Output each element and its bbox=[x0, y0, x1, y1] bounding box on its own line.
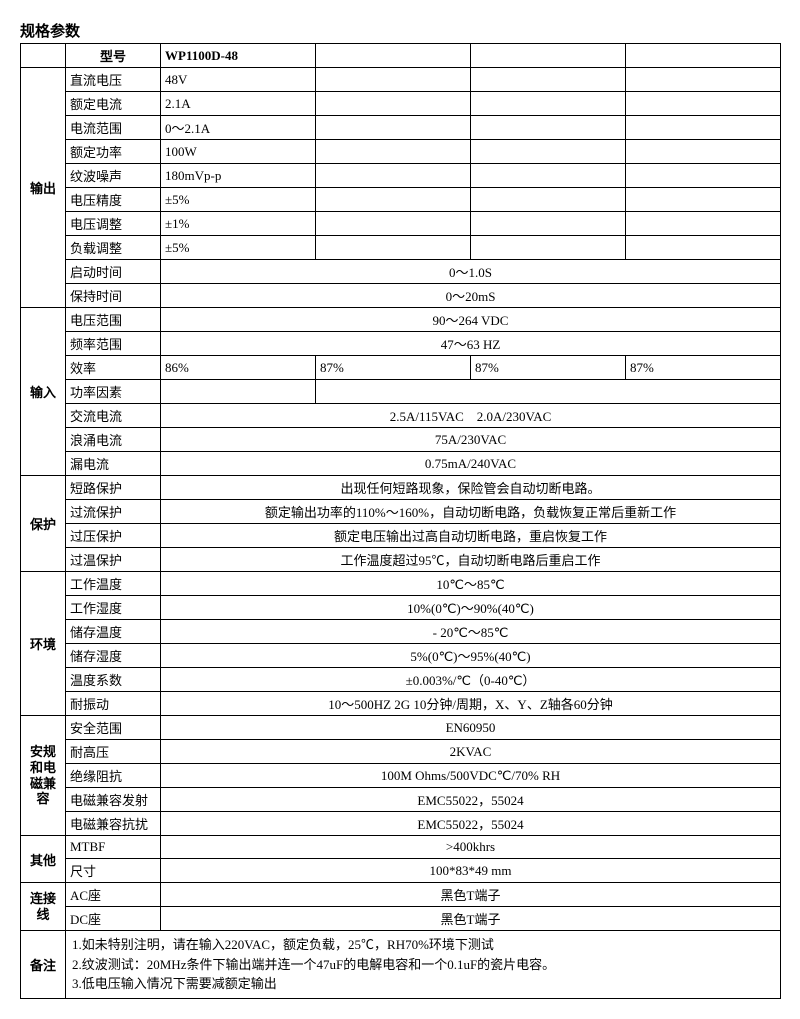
row-label: 储存湿度 bbox=[66, 644, 161, 668]
section-safety: 安规和电磁兼容 bbox=[21, 716, 66, 836]
row-label: 保持时间 bbox=[66, 284, 161, 308]
row-label: 耐高压 bbox=[66, 740, 161, 764]
row-label: 漏电流 bbox=[66, 452, 161, 476]
row-label: MTBF bbox=[66, 836, 161, 859]
row-label: 安全范围 bbox=[66, 716, 161, 740]
row-value: ±5% bbox=[161, 188, 316, 212]
section-conn: 连接线 bbox=[21, 883, 66, 931]
row-value: EMC55022，55024 bbox=[161, 812, 781, 836]
blank-cell bbox=[471, 44, 626, 68]
row-value: 2.1A bbox=[161, 92, 316, 116]
blank-cell bbox=[316, 44, 471, 68]
row-value: ±1% bbox=[161, 212, 316, 236]
row-label: 过流保护 bbox=[66, 500, 161, 524]
row-label: 额定功率 bbox=[66, 140, 161, 164]
row-value: ±0.003%/℃（0-40℃） bbox=[161, 668, 781, 692]
row-label: 交流电流 bbox=[66, 404, 161, 428]
row-label: 过温保护 bbox=[66, 548, 161, 572]
row-label: 纹波噪声 bbox=[66, 164, 161, 188]
row-value: 0～2.1A bbox=[161, 116, 316, 140]
row-value: 47～63 HZ bbox=[161, 332, 781, 356]
note-line: 2.纹波测试：20MHz条件下输出端并连一个47uF的电解电容和一个0.1uF的… bbox=[72, 955, 774, 975]
row-value: 10%(0℃)～90%(40℃) bbox=[161, 596, 781, 620]
row-value: EN60950 bbox=[161, 716, 781, 740]
row-value: 10～500HZ 2G 10分钟/周期，X、Y、Z轴各60分钟 bbox=[161, 692, 781, 716]
row-label: 储存温度 bbox=[66, 620, 161, 644]
row-value: 0～1.0S bbox=[161, 260, 781, 284]
row-value: 87% bbox=[471, 356, 626, 380]
row-label: 工作湿度 bbox=[66, 596, 161, 620]
model-label: 型号 bbox=[66, 44, 161, 68]
row-value: 5%(0℃)～95%(40℃) bbox=[161, 644, 781, 668]
row-label: 电流范围 bbox=[66, 116, 161, 140]
row-value: 2KVAC bbox=[161, 740, 781, 764]
row-value: 0.75mA/240VAC bbox=[161, 452, 781, 476]
row-value: 0～20mS bbox=[161, 284, 781, 308]
row-label: 效率 bbox=[66, 356, 161, 380]
row-value: 75A/230VAC bbox=[161, 428, 781, 452]
row-label: 额定电流 bbox=[66, 92, 161, 116]
row-value: 出现任何短路现象，保险管会自动切断电路。 bbox=[161, 476, 781, 500]
blank-cell bbox=[626, 44, 781, 68]
row-label: 启动时间 bbox=[66, 260, 161, 284]
table-row: 输出 直流电压 48V bbox=[21, 68, 781, 92]
row-value: 87% bbox=[626, 356, 781, 380]
row-value: 87% bbox=[316, 356, 471, 380]
row-value: 48V bbox=[161, 68, 316, 92]
page-title: 规格参数 bbox=[20, 20, 780, 41]
row-value: 100*83*49 mm bbox=[161, 859, 781, 883]
row-label: 电磁兼容发射 bbox=[66, 788, 161, 812]
row-value: ±5% bbox=[161, 236, 316, 260]
row-label: 直流电压 bbox=[66, 68, 161, 92]
section-other: 其他 bbox=[21, 836, 66, 883]
row-label: 功率因素 bbox=[66, 380, 161, 404]
row-label: 电磁兼容抗扰 bbox=[66, 812, 161, 836]
table-row: 型号 WP1100D-48 bbox=[21, 44, 781, 68]
row-value: 2.5A/115VAC 2.0A/230VAC bbox=[161, 404, 781, 428]
row-label: 电压调整 bbox=[66, 212, 161, 236]
row-value: 100W bbox=[161, 140, 316, 164]
section-env: 环境 bbox=[21, 572, 66, 716]
row-value: 180mVp-p bbox=[161, 164, 316, 188]
row-value: - 20℃～85℃ bbox=[161, 620, 781, 644]
section-input: 输入 bbox=[21, 308, 66, 476]
section-notes: 备注 bbox=[21, 931, 66, 999]
note-line: 3.低电压输入情况下需要减额定输出 bbox=[72, 974, 774, 994]
row-label: 电压范围 bbox=[66, 308, 161, 332]
row-value: 额定电压输出过高自动切断电路，重启恢复工作 bbox=[161, 524, 781, 548]
row-label: 过压保护 bbox=[66, 524, 161, 548]
row-value: 90～264 VDC bbox=[161, 308, 781, 332]
notes-cell: 1.如未特别注明，请在输入220VAC，额定负载，25℃，RH70%环境下测试 … bbox=[66, 931, 781, 999]
row-label: DC座 bbox=[66, 907, 161, 931]
row-value bbox=[161, 380, 316, 404]
note-line: 1.如未特别注明，请在输入220VAC，额定负载，25℃，RH70%环境下测试 bbox=[72, 935, 774, 955]
section-output: 输出 bbox=[21, 68, 66, 308]
row-label: 频率范围 bbox=[66, 332, 161, 356]
row-label: 温度系数 bbox=[66, 668, 161, 692]
section-protect: 保护 bbox=[21, 476, 66, 572]
row-value: 工作温度超过95℃，自动切断电路后重启工作 bbox=[161, 548, 781, 572]
model-value: WP1100D-48 bbox=[161, 44, 316, 68]
row-label: AC座 bbox=[66, 883, 161, 907]
row-value: 额定输出功率的110%～160%，自动切断电路，负载恢复正常后重新工作 bbox=[161, 500, 781, 524]
row-value: 黑色T端子 bbox=[161, 907, 781, 931]
row-label: 浪涌电流 bbox=[66, 428, 161, 452]
row-value: 黑色T端子 bbox=[161, 883, 781, 907]
row-label: 负载调整 bbox=[66, 236, 161, 260]
row-value: EMC55022，55024 bbox=[161, 788, 781, 812]
blank-cell bbox=[21, 44, 66, 68]
row-value: >400khrs bbox=[161, 836, 781, 859]
row-label: 短路保护 bbox=[66, 476, 161, 500]
row-value: 100M Ohms/500VDC℃/70% RH bbox=[161, 764, 781, 788]
row-label: 电压精度 bbox=[66, 188, 161, 212]
row-label: 绝缘阻抗 bbox=[66, 764, 161, 788]
row-label: 工作温度 bbox=[66, 572, 161, 596]
row-value: 10℃～85℃ bbox=[161, 572, 781, 596]
row-label: 尺寸 bbox=[66, 859, 161, 883]
spec-table: 型号 WP1100D-48 输出 直流电压 48V 额定电流2.1A 电流范围0… bbox=[20, 43, 781, 999]
row-label: 耐振动 bbox=[66, 692, 161, 716]
row-value: 86% bbox=[161, 356, 316, 380]
